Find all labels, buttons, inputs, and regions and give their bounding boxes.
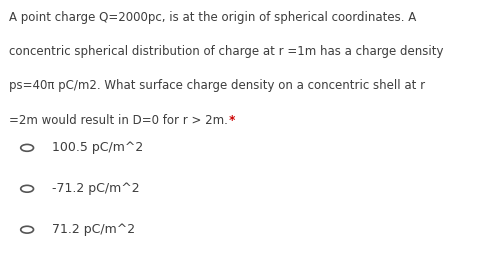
Text: concentric spherical distribution of charge at r =1m has a charge density: concentric spherical distribution of cha… bbox=[9, 45, 443, 58]
Text: *: * bbox=[225, 114, 235, 126]
Text: 100.5 pC/m^2: 100.5 pC/m^2 bbox=[52, 141, 143, 154]
Text: 71.2 pC/m^2: 71.2 pC/m^2 bbox=[52, 223, 135, 236]
Text: =2m would result in D=0 for r > 2m.: =2m would result in D=0 for r > 2m. bbox=[9, 114, 228, 126]
Text: A point charge Q=2000pc, is at the origin of spherical coordinates. A: A point charge Q=2000pc, is at the origi… bbox=[9, 11, 416, 23]
Text: -71.2 pC/m^2: -71.2 pC/m^2 bbox=[52, 182, 140, 195]
Text: ps=40π pC/m2. What surface charge density on a concentric shell at r: ps=40π pC/m2. What surface charge densit… bbox=[9, 79, 425, 92]
